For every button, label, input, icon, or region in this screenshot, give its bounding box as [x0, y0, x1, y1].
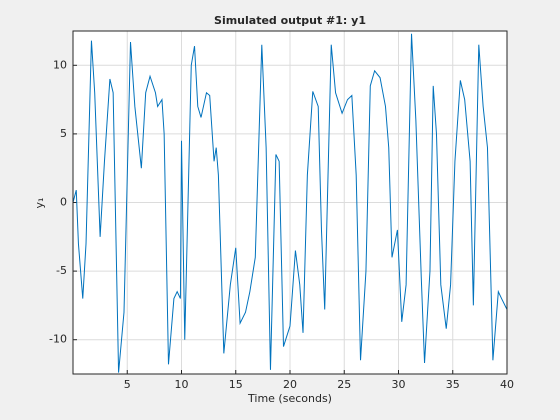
x-tick-label: 10: [175, 378, 189, 391]
x-tick-label: 15: [229, 378, 243, 391]
y-tick-label: -5: [56, 264, 67, 277]
data-line: [72, 33, 508, 373]
y-tick-label: 10: [53, 58, 67, 71]
x-tick-label: 30: [392, 378, 406, 391]
y-tick-label: 0: [60, 196, 67, 209]
x-axis-label: Time (seconds): [247, 392, 332, 405]
y-tick-label: -10: [49, 333, 67, 346]
chart-title: Simulated output #1: y1: [214, 14, 366, 27]
y-tick-label: 5: [60, 127, 67, 140]
axes-box: [72, 30, 508, 375]
y-axis-label: y₁: [33, 198, 46, 209]
x-tick-label: 35: [446, 378, 460, 391]
x-tick-label: 25: [337, 378, 351, 391]
x-tick-label: 40: [500, 378, 514, 391]
x-tick-label: 20: [283, 378, 297, 391]
x-tick-label: 5: [124, 378, 131, 391]
